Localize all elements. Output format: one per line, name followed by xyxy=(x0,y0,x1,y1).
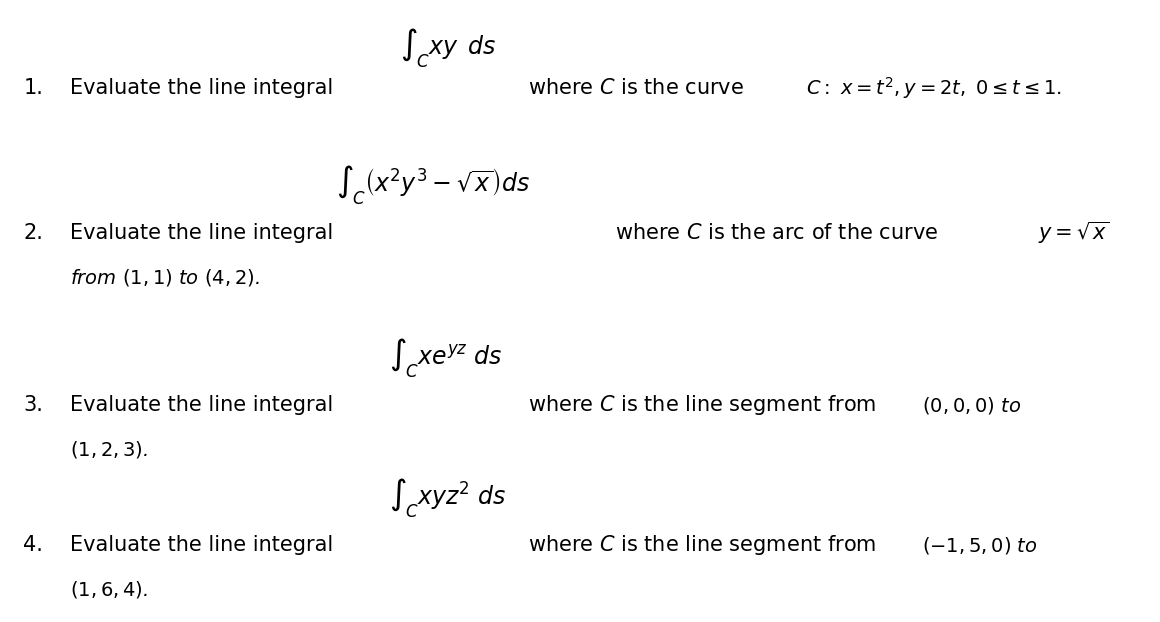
Text: Evaluate the line integral: Evaluate the line integral xyxy=(70,78,333,98)
Text: where $C$ is the line segment from: where $C$ is the line segment from xyxy=(528,533,876,557)
Text: 2.: 2. xyxy=(23,223,43,243)
Text: where $C$ is the line segment from: where $C$ is the line segment from xyxy=(528,393,876,417)
Text: $(-1,5,0)$ to: $(-1,5,0)$ to xyxy=(922,534,1038,555)
Text: Evaluate the line integral: Evaluate the line integral xyxy=(70,535,333,555)
Text: $C{:}\ x = t^2, y = 2t,\ 0 \leq t \leq 1.$: $C{:}\ x = t^2, y = 2t,\ 0 \leq t \leq 1… xyxy=(806,75,1063,101)
Text: 4.: 4. xyxy=(23,535,43,555)
Text: 1.: 1. xyxy=(23,78,43,98)
Text: Evaluate the line integral: Evaluate the line integral xyxy=(70,223,333,243)
Text: Evaluate the line integral: Evaluate the line integral xyxy=(70,395,333,415)
Text: $(1,2,3)$.: $(1,2,3)$. xyxy=(70,440,147,460)
Text: where $C$ is the arc of the curve: where $C$ is the arc of the curve xyxy=(615,223,938,243)
Text: $\int_C xe^{yz}\ ds$: $\int_C xe^{yz}\ ds$ xyxy=(389,337,502,380)
Text: $y = \sqrt{x}$: $y = \sqrt{x}$ xyxy=(1038,220,1110,246)
Text: $\int_C xy\ \,ds$: $\int_C xy\ \,ds$ xyxy=(400,26,496,70)
Text: $\int_C \left(x^2y^3 - \sqrt{x}\right)ds$: $\int_C \left(x^2y^3 - \sqrt{x}\right)ds… xyxy=(336,163,530,207)
Text: $(1,6,4)$.: $(1,6,4)$. xyxy=(70,580,147,600)
Text: where $C$ is the curve: where $C$ is the curve xyxy=(528,78,744,98)
Text: $\int_C xyz^2\ ds$: $\int_C xyz^2\ ds$ xyxy=(389,476,506,520)
Text: $(0,0,0)$ to: $(0,0,0)$ to xyxy=(922,394,1022,415)
Text: 3.: 3. xyxy=(23,395,43,415)
Text: from $(1,1)$ to $(4,2)$.: from $(1,1)$ to $(4,2)$. xyxy=(70,267,259,289)
